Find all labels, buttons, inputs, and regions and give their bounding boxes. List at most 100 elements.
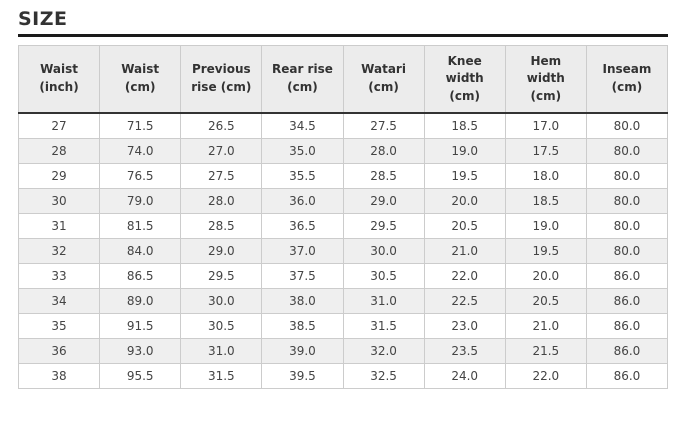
table-cell: 91.5 [99,312,182,339]
table-cell: 35 [17,312,101,339]
table-cell: 89.0 [99,287,182,314]
table-cell: 18.5 [504,187,587,214]
table-cell: 17.5 [504,137,587,164]
table-cell: 37.5 [261,262,344,289]
table-cell: 38 [17,362,101,389]
table-row: 31 81.5 28.5 36.5 29.5 20.5 19.0 80.0 [17,212,669,239]
table-cell: 28.5 [342,162,425,189]
table-cell: 81.5 [99,212,182,239]
table-cell: 80.0 [585,137,669,164]
table-cell: 32.0 [342,337,425,364]
table-cell: 31.0 [342,287,425,314]
table-row: 36 93.0 31.0 39.0 32.0 23.5 21.5 86.0 [17,337,669,364]
table-cell: 29.0 [342,187,425,214]
table-cell: 38.5 [261,312,344,339]
table-cell: 28.0 [342,137,425,164]
table-cell: 22.5 [423,287,506,314]
table-cell: 86.5 [99,262,182,289]
table-cell: 30 [17,187,101,214]
table-cell: 27.5 [180,162,263,189]
table-cell: 86.0 [585,312,669,339]
table-cell: 29.5 [342,212,425,239]
column-header: Previous rise (cm) [180,44,263,114]
table-cell: 21.5 [504,337,587,364]
table-cell: 29 [17,162,101,189]
table-cell: 86.0 [585,287,669,314]
table-cell: 27.0 [180,137,263,164]
table-cell: 30.0 [342,237,425,264]
table-cell: 39.0 [261,337,344,364]
table-header-row: Waist (inch) Waist (cm) Previous rise (cm)… [17,44,669,114]
table-cell: 39.5 [261,362,344,389]
table-cell: 30.5 [342,262,425,289]
table-cell: 24.0 [423,362,506,389]
table-cell: 36.0 [261,187,344,214]
table-cell: 31.5 [342,312,425,339]
table-row: 34 89.0 30.0 38.0 31.0 22.5 20.5 86.0 [17,287,669,314]
table-cell: 23.0 [423,312,506,339]
column-header: Watari (cm) [342,44,425,114]
table-cell: 80.0 [585,212,669,239]
table-cell: 95.5 [99,362,182,389]
table-cell: 17.0 [504,112,587,139]
size-table: Waist (inch) Waist (cm) Previous rise (cm)… [17,44,669,389]
table-cell: 34 [17,287,101,314]
table-cell: 28 [17,137,101,164]
column-header: Hem width (cm) [504,44,587,114]
table-cell: 28.5 [180,212,263,239]
table-cell: 86.0 [585,262,669,289]
table-row: 28 74.0 27.0 35.0 28.0 19.0 17.5 80.0 [17,137,669,164]
column-header: Inseam (cm) [585,44,669,114]
table-cell: 23.5 [423,337,506,364]
table-cell: 36.5 [261,212,344,239]
page-title: SIZE [18,8,68,30]
table-cell: 93.0 [99,337,182,364]
table-cell: 18.0 [504,162,587,189]
table-cell: 80.0 [585,237,669,264]
table-row: 29 76.5 27.5 35.5 28.5 19.5 18.0 80.0 [17,162,669,189]
table-cell: 80.0 [585,112,669,139]
table-cell: 32.5 [342,362,425,389]
table-cell: 18.5 [423,112,506,139]
table-cell: 31 [17,212,101,239]
table-cell: 33 [17,262,101,289]
table-row: 35 91.5 30.5 38.5 31.5 23.0 21.0 86.0 [17,312,669,339]
table-cell: 80.0 [585,162,669,189]
column-header: Rear rise (cm) [261,44,344,114]
table-row: 38 95.5 31.5 39.5 32.5 24.0 22.0 86.0 [17,362,669,389]
table-cell: 30.5 [180,312,263,339]
table-cell: 34.5 [261,112,344,139]
table-cell: 35.0 [261,137,344,164]
title-rule [18,33,668,37]
table-cell: 84.0 [99,237,182,264]
table-cell: 29.0 [180,237,263,264]
table-row: 27 71.5 26.5 34.5 27.5 18.5 17.0 80.0 [17,112,669,139]
column-header: Waist (cm) [99,44,182,114]
table-row: 30 79.0 28.0 36.0 29.0 20.0 18.5 80.0 [17,187,669,214]
table-cell: 86.0 [585,337,669,364]
table-cell: 28.0 [180,187,263,214]
table-cell: 74.0 [99,137,182,164]
table-cell: 19.0 [504,212,587,239]
table-cell: 27.5 [342,112,425,139]
table-cell: 80.0 [585,187,669,214]
table-cell: 20.5 [504,287,587,314]
table-cell: 29.5 [180,262,263,289]
table-cell: 22.0 [504,362,587,389]
table-cell: 71.5 [99,112,182,139]
table-cell: 21.0 [504,312,587,339]
table-cell: 20.5 [423,212,506,239]
table-cell: 35.5 [261,162,344,189]
table-cell: 79.0 [99,187,182,214]
table-row: 32 84.0 29.0 37.0 30.0 21.0 19.5 80.0 [17,237,669,264]
table-cell: 31.5 [180,362,263,389]
column-header: Knee width (cm) [423,44,506,114]
table-cell: 86.0 [585,362,669,389]
table-cell: 19.5 [504,237,587,264]
table-cell: 20.0 [423,187,506,214]
table-cell: 27 [17,112,101,139]
table-cell: 19.5 [423,162,506,189]
table-cell: 31.0 [180,337,263,364]
table-cell: 30.0 [180,287,263,314]
